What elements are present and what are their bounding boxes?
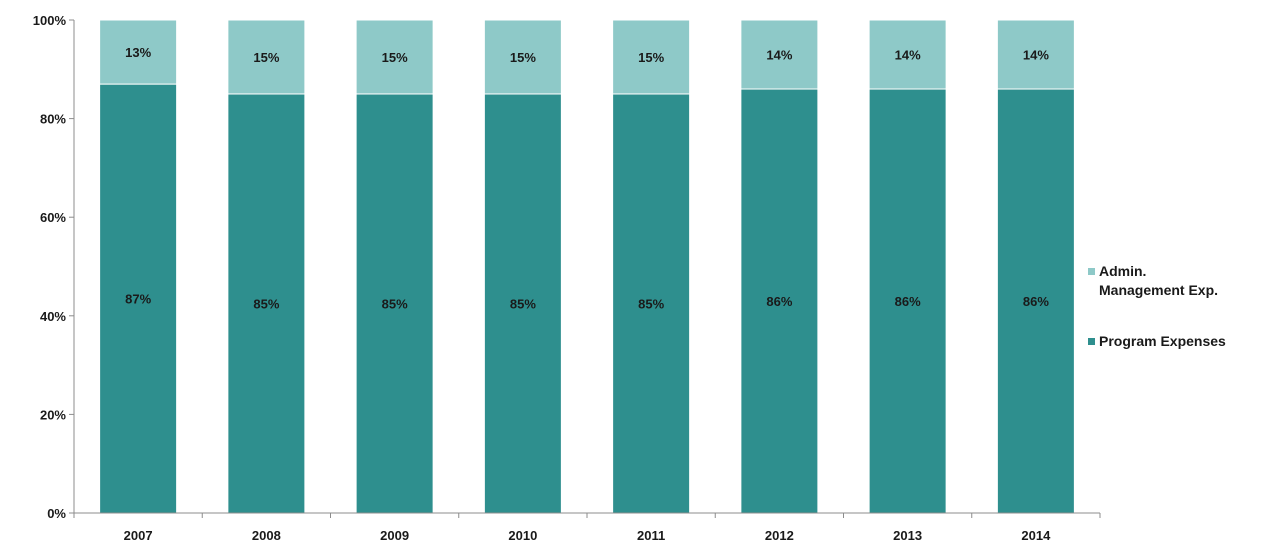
data-label-program: 85% (253, 296, 279, 311)
bar-segment-admin (996, 19, 1075, 90)
data-label-program: 85% (638, 296, 664, 311)
legend: Admin. Management Exp. Program Expenses (1088, 0, 1284, 545)
data-label-admin: 14% (766, 48, 792, 63)
y-tick-label: 60% (40, 210, 66, 225)
data-label-admin: 15% (638, 50, 664, 65)
bar-segment-program (612, 93, 691, 514)
axis-layer: 2007 2008 2009 2010 2011 2012 2013 2014 0% 20% 40%… (33, 13, 1101, 543)
y-tick-label: 20% (40, 407, 66, 422)
data-label-program: 85% (382, 296, 408, 311)
x-tick-label: 2008 (252, 528, 281, 543)
bar-segment-program (868, 88, 947, 514)
legend-label-admin: Admin. Management Exp. (1099, 263, 1219, 298)
bar-segment-program (227, 93, 306, 514)
bar-segment-admin (740, 19, 819, 90)
bar-segment-admin (868, 19, 947, 90)
legend-swatch-program (1088, 338, 1095, 345)
data-label-admin: 14% (895, 48, 921, 63)
x-tick-label: 2009 (380, 528, 409, 543)
legend-item-admin: Admin. Management Exp. (1088, 262, 1218, 300)
data-label-admin: 14% (1023, 48, 1049, 63)
x-tick-label: 2010 (508, 528, 537, 543)
data-label-program: 85% (510, 296, 536, 311)
bar-segment-admin (612, 19, 691, 95)
y-tick-label: 80% (40, 112, 66, 127)
data-label-admin: 15% (253, 50, 279, 65)
data-label-admin: 15% (382, 50, 408, 65)
bar-segment-admin (227, 19, 306, 95)
legend-item-program: Program Expenses (1088, 332, 1226, 351)
bar-segment-admin (99, 19, 178, 85)
y-tick-label: 0% (47, 506, 66, 521)
bar-segment-admin (483, 19, 562, 95)
data-label-program: 86% (766, 294, 792, 309)
bar-segment-program (99, 83, 178, 514)
x-tick-label: 2013 (893, 528, 922, 543)
bar-segment-program (996, 88, 1075, 514)
y-tick-label: 40% (40, 309, 66, 324)
data-label-program: 86% (1023, 294, 1049, 309)
bars-layer: 87% 13% 85% 15% 85% 15% 85% 15% 85% 15% 86% 14% 86% 1… (99, 19, 1075, 514)
x-tick-label: 2011 (637, 528, 665, 543)
data-label-program: 87% (125, 292, 151, 307)
bar-segment-program (740, 88, 819, 514)
data-label-admin: 13% (125, 45, 151, 60)
x-tick-label: 2007 (124, 528, 153, 543)
bar-segment-admin (355, 19, 434, 95)
bar-segment-program (355, 93, 434, 514)
legend-label-program: Program Expenses (1099, 333, 1226, 349)
x-tick-label: 2014 (1021, 528, 1051, 543)
data-label-admin: 15% (510, 50, 536, 65)
legend-swatch-admin (1088, 268, 1095, 275)
y-tick-label: 100% (33, 13, 67, 28)
x-tick-label: 2012 (765, 528, 794, 543)
data-label-program: 86% (895, 294, 921, 309)
bar-segment-program (483, 93, 562, 514)
